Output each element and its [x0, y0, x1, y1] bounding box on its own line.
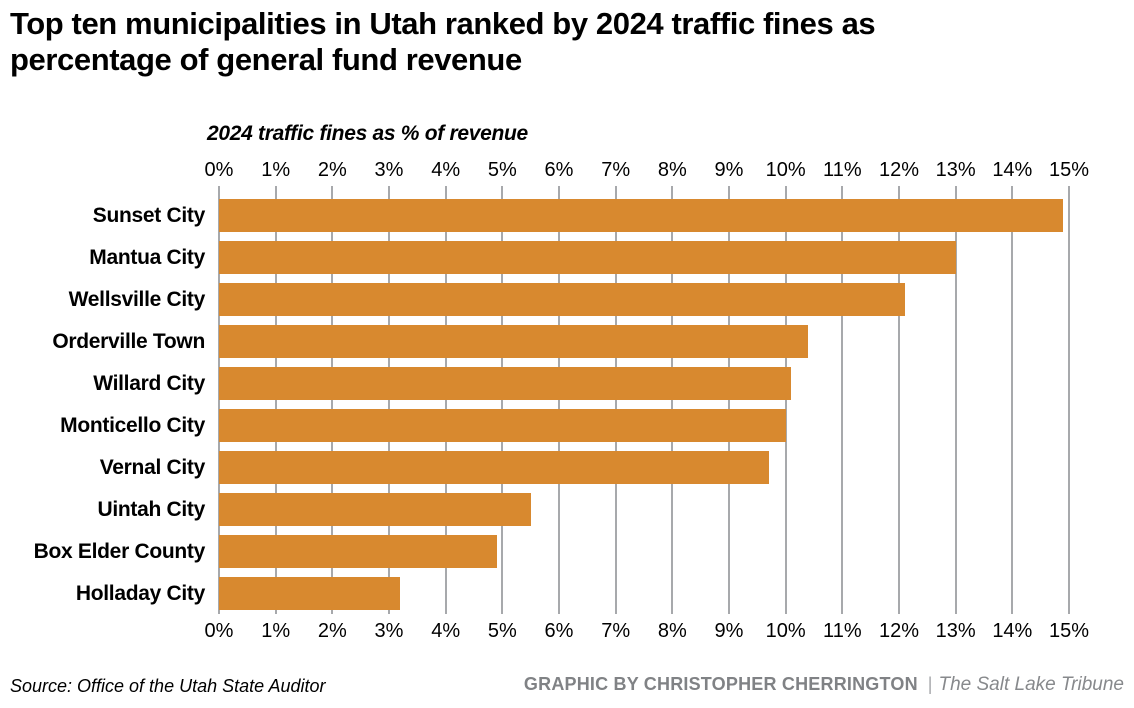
category-label: Orderville Town: [52, 330, 205, 353]
x-tick-label: 9%: [714, 159, 744, 181]
category-label: Monticello City: [60, 414, 205, 437]
x-tick-label: 0%: [204, 620, 234, 642]
x-tick-label: 8%: [657, 620, 687, 642]
credit-author: GRAPHIC BY CHRISTOPHER CHERRINGTON: [523, 674, 918, 694]
x-tick-label: 11%: [823, 159, 862, 181]
bar-mantua-city: [219, 241, 956, 274]
gridline: [614, 186, 617, 614]
category-label: Sunset City: [92, 204, 206, 227]
x-tick-label: 9%: [714, 620, 744, 642]
credit-separator: |: [927, 674, 933, 694]
x-tick-label: 15%: [1048, 159, 1090, 181]
gridline: [671, 186, 674, 614]
x-tick-label: 8%: [657, 159, 687, 181]
x-tick-label: 4%: [431, 620, 461, 642]
x-tick-label: 14%: [992, 620, 1033, 642]
axis-title: 2024 traffic fines as % of revenue: [207, 122, 528, 145]
x-tick-label: 3%: [374, 620, 404, 642]
bar-holladay-city: [219, 577, 401, 610]
x-tick-label: 5%: [487, 159, 517, 181]
bar-monticello-city: [219, 409, 786, 442]
gridline: [444, 186, 447, 614]
x-tick-label: 10%: [765, 159, 806, 181]
gridline: [841, 186, 844, 614]
gridline: [898, 186, 900, 614]
category-label: Vernal City: [99, 456, 206, 479]
gridline: [728, 186, 730, 614]
bar-vernal-city: [219, 451, 769, 484]
x-axis-top: 0% 1% 2% 3% 4% 5% 6% 7% 8% 9% 10% 11% 12% 13% 14% 15%: [205, 159, 1089, 183]
x-tick-label: 13%: [935, 620, 976, 642]
category-label: Wellsville City: [68, 288, 206, 311]
bar-orderville-town: [219, 325, 809, 358]
gridline: [1011, 186, 1014, 614]
bar-sunset-city: [219, 199, 1064, 232]
x-tick-label: 6%: [544, 620, 574, 642]
x-tick-label: 1%: [261, 159, 291, 181]
publication-name: The Salt Lake Tribune: [938, 674, 1124, 695]
gridline: [331, 186, 334, 614]
category-label: Mantua City: [89, 246, 205, 269]
gridline: [954, 186, 957, 614]
gridline: [1068, 186, 1070, 614]
x-tick-label: 12%: [878, 620, 920, 642]
bar-wellsville-city: [219, 283, 905, 316]
x-tick-label: 0%: [204, 159, 234, 181]
category-labels: Sunset City Mantua City Wellsville City Ord…: [0, 186, 212, 614]
gridline: [501, 186, 504, 614]
category-label: Holladay City: [75, 582, 205, 605]
x-tick-label: 15%: [1048, 620, 1090, 642]
x-axis-bottom: 0% 1% 2% 3% 4% 5% 6% 7% 8% 9% 10% 11% 12% 13% 14% 15%: [205, 620, 1089, 644]
category-label: Uintah City: [97, 498, 205, 521]
bar-uintah-city: [219, 493, 531, 526]
source-note: Source: Office of the Utah State Auditor: [10, 676, 326, 696]
x-tick-label: 2%: [317, 159, 347, 181]
plot-area: [218, 186, 1070, 614]
gridline: [218, 186, 220, 614]
gridline: [558, 186, 560, 614]
gridline: [784, 186, 787, 614]
credit-line: GRAPHIC BY CHRISTOPHER CHERRINGTON | The S…: [524, 674, 1124, 696]
x-tick-label: 12%: [878, 159, 920, 181]
x-tick-label: 13%: [935, 159, 976, 181]
x-tick-label: 7%: [601, 159, 631, 181]
x-tick-label: 10%: [765, 620, 806, 642]
x-tick-label: 1%: [261, 620, 291, 642]
bar-willard-city: [219, 367, 792, 400]
chart-title: Top ten municipalities in Utah ranked by…: [10, 6, 876, 78]
gridline: [388, 186, 390, 614]
category-label: Willard City: [93, 372, 205, 395]
x-tick-label: 11%: [823, 620, 862, 642]
x-tick-label: 2%: [317, 620, 347, 642]
category-label: Box Elder County: [33, 540, 206, 563]
x-tick-label: 3%: [374, 159, 404, 181]
x-tick-label: 4%: [431, 159, 461, 181]
gridline: [274, 186, 277, 614]
x-tick-label: 14%: [992, 159, 1033, 181]
x-tick-label: 7%: [601, 620, 631, 642]
bar-box-elder-county: [219, 535, 497, 568]
x-tick-label: 6%: [544, 159, 574, 181]
x-tick-label: 5%: [487, 620, 517, 642]
